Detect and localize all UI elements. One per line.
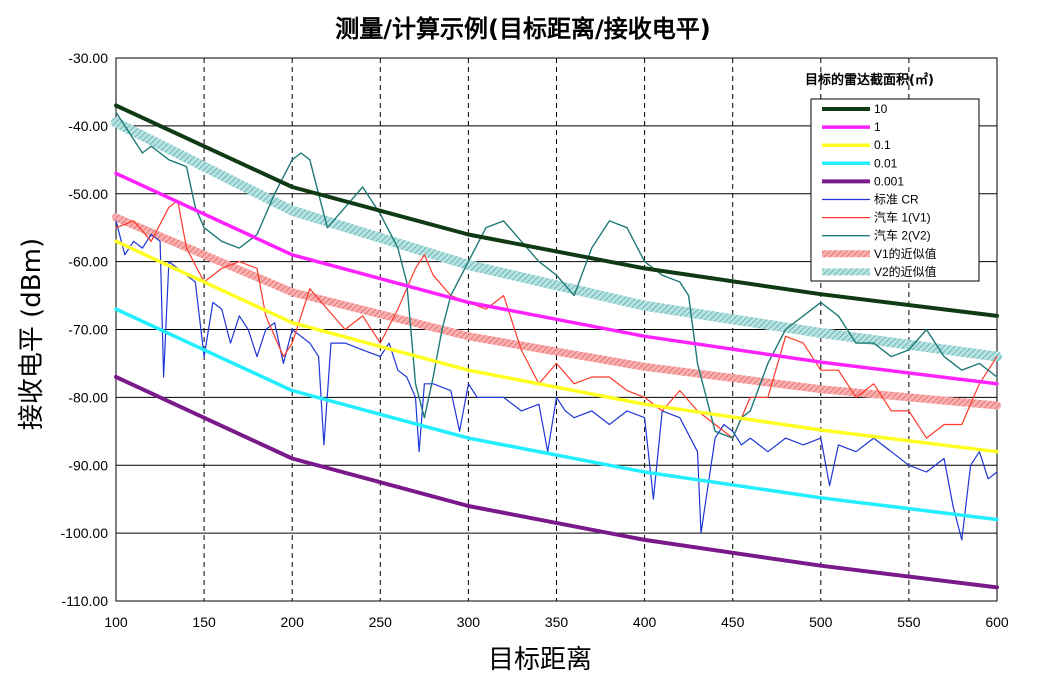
x-axis-title: 目标距离 <box>488 645 592 675</box>
legend-label-1: 1 <box>874 120 881 134</box>
series-line-4 <box>114 375 999 590</box>
series-line-7 <box>115 111 998 439</box>
series-line-3 <box>114 307 999 522</box>
legend-title: 目标的雷达截面积(㎡) <box>805 72 934 88</box>
x-tick-label: 550 <box>897 614 921 630</box>
y-axis-title: 接收电平 (dBm) <box>17 238 47 430</box>
legend: 目标的雷达截面积(㎡) 10 1 0.1 0.01 0.001 标准 CR 汽车 1(V1)… <box>805 72 980 282</box>
legend-items: 10 1 0.1 0.01 0.001 标准 CR 汽车 1(V1) 汽车 2(V2) V1的近… <box>822 102 937 279</box>
x-tick-label: 450 <box>721 614 745 630</box>
y-tick-label: -110.00 <box>62 593 109 609</box>
y-tick-label: -80.00 <box>68 389 108 405</box>
legend-label-7: 汽车 2(V2) <box>874 228 931 243</box>
y-tick-label: -90.00 <box>68 457 108 473</box>
legend-label-9: V2的近似值 <box>874 264 937 279</box>
legend-label-0: 10 <box>874 102 888 116</box>
series-line-0 <box>114 103 999 318</box>
gridlines <box>116 57 997 602</box>
x-tick-label: 600 <box>985 614 1009 630</box>
chart-title: 测量/计算示例(目标距离/接收电平) <box>335 15 710 43</box>
x-tick-label: 200 <box>281 614 305 630</box>
y-tick-label: -40.00 <box>68 118 108 134</box>
legend-label-8: V1的近似值 <box>874 246 937 261</box>
legend-label-2: 0.1 <box>874 138 891 152</box>
legend-label-6: 汽车 1(V1) <box>874 210 931 225</box>
series-line-2 <box>114 239 999 454</box>
axes-layer: -30.00 -40.00 -50.00 -60.00 -70.00 -80.00 -90.… <box>61 50 1009 630</box>
legend-label-5: 标准 CR <box>874 193 919 207</box>
series-line-1 <box>114 171 999 386</box>
y-tick-label: -50.00 <box>68 186 108 202</box>
x-tick-label: 400 <box>633 614 657 630</box>
x-tick-label: 350 <box>545 614 569 630</box>
series-line-9 <box>111 117 1002 362</box>
x-tick-label: 300 <box>457 614 481 630</box>
x-tick-label: 250 <box>369 614 393 630</box>
y-tick-label: -100.00 <box>61 525 109 541</box>
series-line-6 <box>115 199 998 439</box>
x-tick-label: 150 <box>192 614 216 630</box>
legend-label-3: 0.01 <box>874 156 898 170</box>
y-tick-label: -30.00 <box>68 50 108 66</box>
series-line-5 <box>115 220 998 541</box>
series-line-8 <box>112 213 1001 410</box>
x-tick-label: 500 <box>809 614 833 630</box>
y-tick-label: -60.00 <box>68 254 108 270</box>
series-layer <box>111 103 1002 590</box>
y-tick-label: -70.00 <box>68 322 108 338</box>
x-tick-label: 100 <box>104 614 128 630</box>
legend-label-4: 0.001 <box>874 174 904 188</box>
